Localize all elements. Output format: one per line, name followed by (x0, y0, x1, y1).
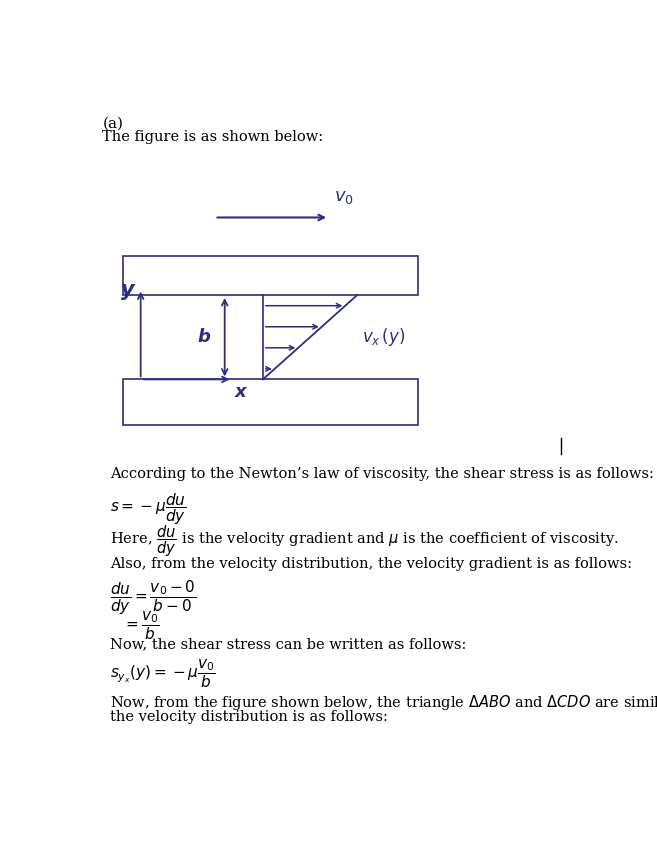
Bar (123, 257, 419, 295)
Text: $\boldsymbol{b}$: $\boldsymbol{b}$ (196, 328, 211, 346)
Text: $s_{y_x}(y) = -\mu\dfrac{v_0}{b}$: $s_{y_x}(y) = -\mu\dfrac{v_0}{b}$ (110, 658, 216, 690)
Text: Now, the shear stress can be written as follows:: Now, the shear stress can be written as … (110, 637, 466, 651)
Text: the velocity distribution is as follows:: the velocity distribution is as follows: (110, 710, 388, 723)
Text: $\boldsymbol{x}$: $\boldsymbol{x}$ (234, 383, 248, 400)
Text: Now, from the figure shown below, the triangle $\Delta ABO$ and $\Delta CDO$ are: Now, from the figure shown below, the tr… (110, 694, 657, 712)
Text: $s = -\mu\dfrac{du}{dy}$: $s = -\mu\dfrac{du}{dy}$ (110, 491, 187, 526)
Text: $= \dfrac{v_0}{b}$: $= \dfrac{v_0}{b}$ (123, 610, 160, 643)
Text: $\dfrac{du}{dy} = \dfrac{v_0 - 0}{b - 0}$: $\dfrac{du}{dy} = \dfrac{v_0 - 0}{b - 0}… (110, 579, 197, 617)
Text: Also, from the velocity distribution, the velocity gradient is as follows:: Also, from the velocity distribution, th… (110, 558, 632, 571)
Text: According to the Newton’s law of viscosity, the shear stress is as follows:: According to the Newton’s law of viscosi… (110, 467, 654, 481)
Text: Here, $\dfrac{du}{dy}$ is the velocity gradient and $\mu$ is the coefficient of : Here, $\dfrac{du}{dy}$ is the velocity g… (110, 524, 619, 559)
Text: $v_x\,(y)$: $v_x\,(y)$ (362, 326, 405, 348)
Text: $\boldsymbol{y}$: $\boldsymbol{y}$ (120, 282, 137, 302)
Text: The figure is as shown below:: The figure is as shown below: (102, 130, 324, 144)
Text: $v_0$: $v_0$ (334, 188, 354, 206)
Text: (a): (a) (102, 117, 124, 131)
Bar (123, 379, 419, 425)
